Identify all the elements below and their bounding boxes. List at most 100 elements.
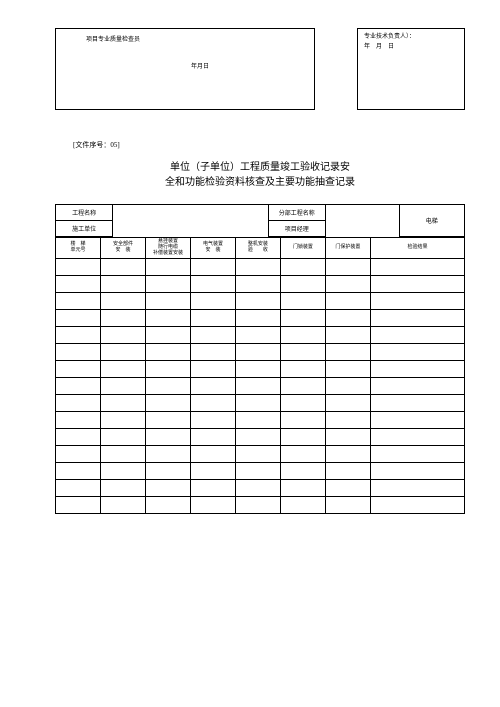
project-name-label: 工程名称 — [56, 205, 113, 221]
file-sequence: [文件序号：05] — [73, 140, 465, 150]
table-row — [56, 497, 465, 514]
table-row — [56, 378, 465, 395]
table-cell — [370, 497, 464, 514]
table-cell — [325, 327, 370, 344]
table-cell — [56, 446, 101, 463]
table-cell — [190, 497, 235, 514]
table-cell — [235, 395, 280, 412]
table-cell — [280, 276, 325, 293]
table-cell — [235, 259, 280, 276]
table-cell — [56, 429, 101, 446]
table-cell — [370, 395, 464, 412]
table-cell — [235, 327, 280, 344]
table-cell — [145, 327, 190, 344]
table-cell — [370, 344, 464, 361]
table-cell — [325, 259, 370, 276]
table-cell — [56, 310, 101, 327]
table-cell — [280, 429, 325, 446]
table-cell — [145, 310, 190, 327]
table-cell — [370, 310, 464, 327]
table-row — [56, 446, 465, 463]
table-cell — [325, 276, 370, 293]
table-cell — [100, 361, 145, 378]
table-cell — [370, 276, 464, 293]
table-cell — [235, 378, 280, 395]
col-doorlock: 门锁装置 — [280, 238, 325, 259]
tech-lead-date: 年 月 日 — [364, 43, 458, 53]
table-cell — [280, 259, 325, 276]
table-row — [56, 480, 465, 497]
table-cell — [56, 276, 101, 293]
table-cell — [280, 378, 325, 395]
table-cell — [235, 344, 280, 361]
col-doorprotect: 门保护装置 — [325, 238, 370, 259]
inspector-date: 年月日 — [191, 61, 209, 70]
table-cell — [325, 344, 370, 361]
main-data-table: 楼 梯 单元号 安全部件 安 装 悬挂装置 随行电缆 补偿装置安装 电气装置 安… — [55, 237, 465, 514]
table-cell — [370, 429, 464, 446]
table-cell — [325, 310, 370, 327]
table-cell — [190, 480, 235, 497]
table-cell — [280, 395, 325, 412]
info-row-1: 工程名称 分部工程名称 电梯 — [56, 205, 465, 221]
table-cell — [325, 480, 370, 497]
table-cell — [56, 259, 101, 276]
table-cell — [235, 446, 280, 463]
table-cell — [235, 361, 280, 378]
table-cell — [235, 293, 280, 310]
table-cell — [325, 395, 370, 412]
col-electrical: 电气装置 安 装 — [190, 238, 235, 259]
table-cell — [235, 276, 280, 293]
title-line-1: 单位（子单位）工程质量竣工验收记录安 — [55, 160, 465, 175]
table-cell — [145, 259, 190, 276]
table-cell — [100, 463, 145, 480]
table-cell — [190, 378, 235, 395]
info-table: 工程名称 分部工程名称 电梯 施工单位 项目经理 — [55, 204, 465, 237]
table-cell — [100, 446, 145, 463]
table-cell — [325, 497, 370, 514]
table-cell — [280, 463, 325, 480]
tech-lead-label: 专业技术负责人）： — [364, 33, 458, 43]
table-row — [56, 327, 465, 344]
table-cell — [325, 412, 370, 429]
table-row — [56, 293, 465, 310]
table-cell — [56, 327, 101, 344]
table-cell — [100, 378, 145, 395]
table-cell — [145, 429, 190, 446]
table-cell — [370, 293, 464, 310]
table-cell — [56, 293, 101, 310]
pm-value — [325, 221, 399, 237]
table-cell — [280, 327, 325, 344]
table-cell — [145, 463, 190, 480]
col-suspension: 悬挂装置 随行电缆 补偿装置安装 — [145, 238, 190, 259]
table-cell — [145, 497, 190, 514]
table-cell — [100, 395, 145, 412]
table-cell — [56, 361, 101, 378]
table-cell — [56, 378, 101, 395]
table-cell — [190, 327, 235, 344]
table-cell — [190, 463, 235, 480]
data-rows — [56, 259, 465, 514]
title-line-2: 全和功能检验资料核查及主要功能抽查记录 — [55, 175, 465, 190]
main-title: 单位（子单位）工程质量竣工验收记录安 全和功能检验资料核查及主要功能抽查记录 — [55, 160, 465, 190]
subproject-label: 分部工程名称 — [268, 205, 325, 221]
table-cell — [100, 429, 145, 446]
inspector-label: 项目专业质量检查员 — [86, 34, 140, 43]
header-row: 楼 梯 单元号 安全部件 安 装 悬挂装置 随行电缆 补偿装置安装 电气装置 安… — [56, 238, 465, 259]
table-cell — [280, 446, 325, 463]
file-seq-num: 05] — [110, 141, 119, 149]
subproject-value — [325, 205, 399, 221]
table-cell — [235, 463, 280, 480]
table-cell — [100, 412, 145, 429]
table-cell — [190, 344, 235, 361]
table-cell — [370, 378, 464, 395]
table-cell — [100, 497, 145, 514]
table-cell — [145, 395, 190, 412]
table-cell — [190, 395, 235, 412]
table-cell — [325, 446, 370, 463]
table-cell — [325, 429, 370, 446]
table-cell — [370, 361, 464, 378]
col-machine: 整机安装 验 收 — [235, 238, 280, 259]
table-cell — [235, 310, 280, 327]
table-cell — [190, 429, 235, 446]
